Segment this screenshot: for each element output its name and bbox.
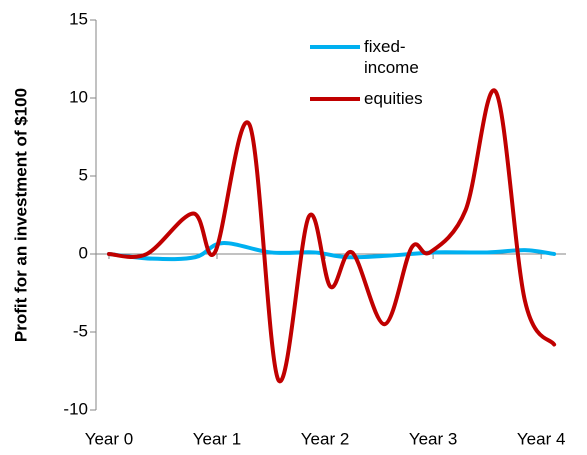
legend: fixed-income equities <box>310 36 470 119</box>
x-tick-label: Year 3 <box>409 429 458 448</box>
legend-item: equities <box>310 88 470 109</box>
y-tick-label: -10 <box>63 399 88 418</box>
legend-label: fixed-income <box>364 37 419 77</box>
legend-item: fixed-income <box>310 36 470 78</box>
series-line <box>106 241 557 262</box>
x-tick-label: Year 1 <box>193 429 242 448</box>
legend-swatch <box>310 45 360 49</box>
y-tick-label: 15 <box>69 9 88 28</box>
legend-label: equities <box>364 89 423 108</box>
x-tick-label: Year 4 <box>517 429 566 448</box>
legend-swatch <box>310 97 360 101</box>
x-tick-label: Year 2 <box>301 429 350 448</box>
y-tick-label: 5 <box>79 165 88 184</box>
y-tick-label: -5 <box>73 321 88 340</box>
y-tick-label: 10 <box>69 87 88 106</box>
y-axis-label: Profit for an investment of $100 <box>11 88 30 342</box>
y-tick-label: 0 <box>79 243 88 262</box>
series-line <box>106 88 557 384</box>
x-tick-label: Year 0 <box>85 429 134 448</box>
